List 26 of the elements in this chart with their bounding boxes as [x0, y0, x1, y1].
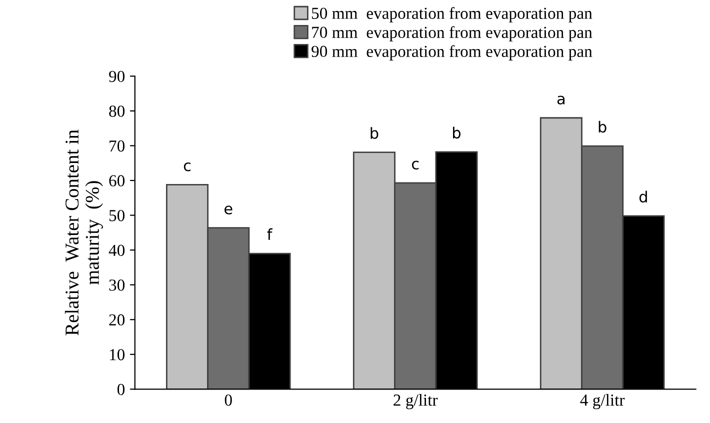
y-tick-label: 20 — [109, 314, 125, 326]
annotation: b — [370, 127, 378, 139]
y-tick-label: 50 — [109, 210, 125, 222]
annotation: e — [224, 206, 232, 214]
annotation: b — [598, 120, 606, 133]
y-tick-label: 30 — [109, 280, 125, 291]
y-tick-label: 90 — [109, 70, 125, 82]
x-tick-label: 4 g/litr — [580, 394, 625, 410]
x-tick-label: 0 — [224, 394, 232, 406]
annotation: c — [184, 162, 191, 172]
annotation: c — [412, 160, 419, 170]
legend-label: 50 mm evaporation from evaporation pan — [312, 7, 592, 22]
y-tick-label: 60 — [109, 175, 125, 186]
x-tick-label: 2 g/litr — [394, 394, 438, 410]
annotation: b — [453, 126, 460, 139]
annotation: d — [639, 190, 647, 203]
y-tick-label: 70 — [110, 140, 125, 152]
legend-label: 90 mm evaporation from evaporation pan — [312, 45, 592, 60]
y-tick-label: 0 — [117, 384, 125, 396]
y-tick-label: 80 — [109, 106, 125, 117]
y-axis-title: Relative Water Content in maturity (%) — [64, 130, 103, 336]
annotation: f — [267, 228, 272, 240]
legend-label: 70 mm evaporation from evaporation pan — [312, 26, 592, 42]
y-tick-label: 10 — [110, 349, 125, 360]
annotation: a — [557, 96, 564, 104]
y-tick-label: 40 — [108, 244, 125, 256]
